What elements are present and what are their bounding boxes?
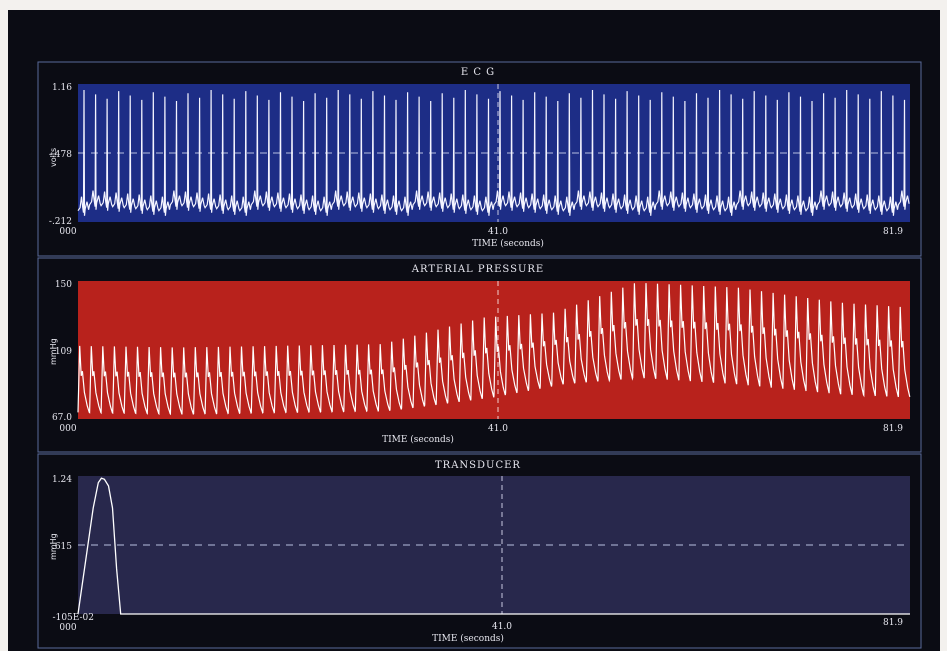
- arterial-title: ARTERIAL PRESSURE: [411, 264, 544, 275]
- ecg-x-mid: 41.0: [488, 227, 508, 237]
- ecg-x-end: 81.9: [883, 227, 903, 237]
- transducer-x-label: TIME (seconds): [432, 633, 504, 644]
- arterial-panel: ARTERIAL PRESSURE 150 mmHg 109 67.0 000 …: [37, 257, 922, 453]
- transducer-y-mid: .615: [52, 542, 72, 552]
- ecg-title: E C G: [461, 67, 495, 78]
- arterial-x-end: 81.9: [883, 424, 903, 434]
- arterial-x-mid: 41.0: [488, 424, 508, 434]
- transducer-x-start: 000: [59, 623, 76, 633]
- arterial-unit: mmHg: [49, 338, 58, 365]
- ecg-panel: E C G 1.16 volts -.478 -.212 000 41.0 81…: [37, 61, 922, 257]
- ecg-frame: [37, 61, 922, 257]
- arterial-x-start: 000: [59, 424, 76, 434]
- ecg-unit: volts: [49, 148, 58, 167]
- transducer-title: TRANSDUCER: [435, 460, 521, 471]
- arterial-frame: [37, 257, 922, 453]
- transducer-y-top: 1.24: [52, 475, 72, 485]
- arterial-y-top: 150: [55, 280, 72, 290]
- ecg-y-mid: -.478: [49, 150, 72, 160]
- ecg-x-start: 000: [59, 227, 76, 237]
- transducer-frame: [37, 453, 922, 649]
- arterial-y-bottom: 67.0: [52, 413, 72, 423]
- transducer-unit: mmHg: [49, 533, 58, 560]
- ecg-y-bottom: -.212: [49, 217, 72, 227]
- arterial-x-label: TIME (seconds): [382, 434, 454, 445]
- arterial-y-mid: 109: [55, 347, 72, 357]
- ecg-x-label: TIME (seconds): [472, 238, 544, 249]
- scope-svg: E C G 1.16 volts -.478 -.212 000 41.0 81…: [37, 61, 922, 649]
- transducer-y-bottom: -105E-02: [53, 613, 94, 623]
- arterial-trace: [77, 283, 911, 416]
- transducer-x-mid: 41.0: [492, 622, 512, 632]
- transducer-panel: TRANSDUCER 1.24 mmHg .615 -105E-02 000 4…: [37, 453, 922, 649]
- transducer-trace: [77, 477, 910, 615]
- ecg-y-top: 1.16: [52, 83, 72, 93]
- monitor-display: E C G 1.16 volts -.478 -.212 000 41.0 81…: [8, 10, 940, 651]
- ecg-trace: [77, 89, 910, 216]
- transducer-x-end: 81.9: [883, 618, 903, 628]
